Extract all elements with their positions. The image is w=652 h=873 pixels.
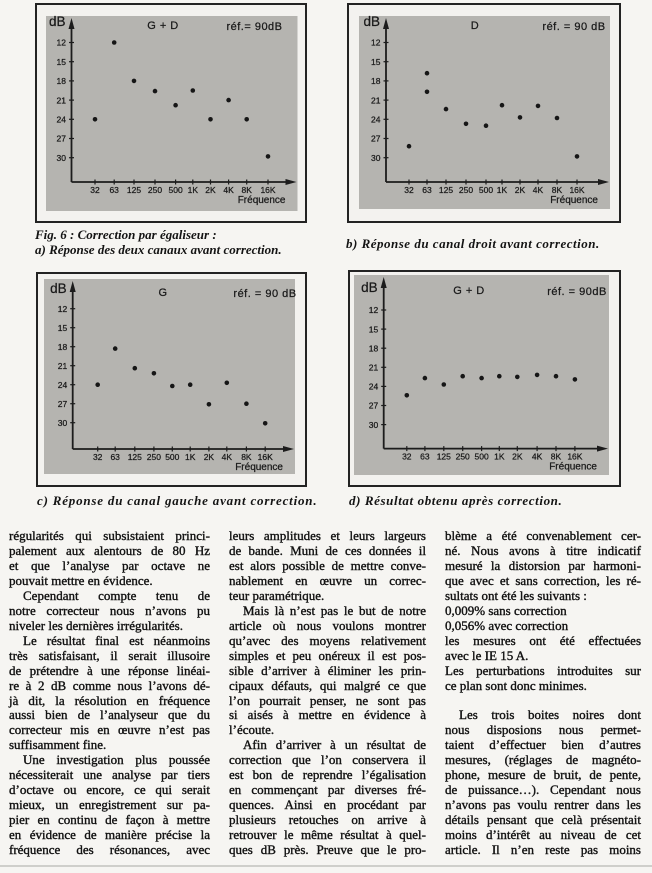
svg-text:27: 27: [57, 134, 67, 144]
svg-text:32: 32: [404, 185, 414, 195]
svg-text:500: 500: [475, 452, 489, 462]
svg-text:4K: 4K: [223, 185, 234, 195]
svg-text:16K: 16K: [569, 185, 584, 195]
svg-text:12: 12: [58, 304, 68, 314]
svg-text:Fréquence: Fréquence: [235, 462, 283, 473]
svg-text:18: 18: [57, 76, 67, 86]
svg-text:8K: 8K: [241, 185, 252, 195]
svg-text:30: 30: [369, 420, 379, 430]
svg-text:125: 125: [439, 185, 453, 195]
svg-text:1K: 1K: [188, 185, 199, 195]
svg-text:125: 125: [127, 185, 141, 195]
svg-text:réf.= 90dB: réf.= 90dB: [226, 21, 282, 33]
svg-text:21: 21: [58, 361, 68, 371]
svg-text:32: 32: [402, 452, 412, 462]
svg-text:63: 63: [109, 185, 119, 195]
svg-text:24: 24: [369, 382, 379, 392]
svg-text:500: 500: [165, 452, 179, 462]
svg-text:réf. = 90 dB: réf. = 90 dB: [542, 21, 605, 33]
svg-text:63: 63: [422, 185, 432, 195]
svg-text:4K: 4K: [532, 452, 543, 462]
svg-text:250: 250: [148, 185, 162, 195]
svg-text:Fréquence: Fréquence: [549, 462, 597, 473]
svg-text:16K: 16K: [567, 452, 582, 462]
svg-text:32: 32: [90, 185, 100, 195]
svg-text:27: 27: [369, 401, 379, 411]
svg-text:G + D: G + D: [147, 20, 179, 32]
svg-text:2K: 2K: [204, 452, 215, 462]
svg-text:15: 15: [371, 57, 381, 67]
svg-text:63: 63: [110, 452, 120, 462]
svg-text:réf. = 90dB: réf. = 90dB: [547, 286, 607, 298]
svg-text:2K: 2K: [205, 185, 216, 195]
svg-text:2K: 2K: [512, 452, 523, 462]
svg-text:4K: 4K: [222, 452, 233, 462]
svg-text:30: 30: [57, 153, 67, 163]
svg-text:1K: 1K: [494, 452, 505, 462]
svg-text:18: 18: [371, 76, 381, 86]
svg-text:1K: 1K: [185, 452, 196, 462]
svg-text:dB: dB: [363, 14, 380, 29]
svg-text:12: 12: [57, 38, 67, 48]
svg-text:1K: 1K: [497, 185, 508, 195]
svg-text:250: 250: [459, 185, 473, 195]
svg-text:G: G: [158, 287, 167, 299]
svg-text:Fréquence: Fréquence: [238, 195, 286, 206]
svg-text:30: 30: [371, 153, 381, 163]
svg-text:16K: 16K: [260, 185, 275, 195]
svg-text:8K: 8K: [551, 452, 562, 462]
svg-text:15: 15: [58, 323, 68, 333]
svg-text:18: 18: [369, 343, 379, 353]
svg-text:27: 27: [58, 399, 68, 409]
svg-text:15: 15: [369, 324, 379, 334]
svg-text:125: 125: [128, 452, 142, 462]
svg-text:21: 21: [57, 95, 67, 105]
svg-text:500: 500: [479, 185, 493, 195]
svg-text:125: 125: [437, 452, 451, 462]
svg-text:16K: 16K: [258, 452, 273, 462]
svg-text:réf. = 90 dB: réf. = 90 dB: [233, 288, 296, 300]
svg-text:21: 21: [369, 363, 379, 373]
svg-text:250: 250: [456, 452, 470, 462]
svg-text:2K: 2K: [515, 185, 526, 195]
svg-text:dB: dB: [49, 14, 66, 29]
svg-text:dB: dB: [361, 280, 378, 295]
svg-text:500: 500: [169, 185, 183, 195]
svg-text:Fréquence: Fréquence: [550, 195, 598, 206]
svg-text:18: 18: [58, 342, 68, 352]
svg-text:24: 24: [371, 115, 381, 125]
svg-text:250: 250: [147, 452, 161, 462]
svg-text:12: 12: [371, 38, 381, 48]
svg-text:21: 21: [371, 95, 381, 105]
svg-text:15: 15: [57, 57, 67, 67]
svg-text:D: D: [471, 20, 479, 32]
svg-text:G + D: G + D: [453, 285, 485, 297]
svg-text:27: 27: [371, 134, 381, 144]
svg-text:30: 30: [58, 418, 68, 428]
svg-text:32: 32: [93, 452, 103, 462]
svg-text:4K: 4K: [533, 185, 544, 195]
svg-text:12: 12: [369, 305, 379, 315]
svg-text:24: 24: [57, 115, 67, 125]
svg-text:24: 24: [58, 380, 68, 390]
svg-text:63: 63: [420, 452, 430, 462]
svg-text:dB: dB: [50, 281, 67, 296]
svg-text:8K: 8K: [241, 452, 252, 462]
svg-text:8K: 8K: [552, 185, 563, 195]
